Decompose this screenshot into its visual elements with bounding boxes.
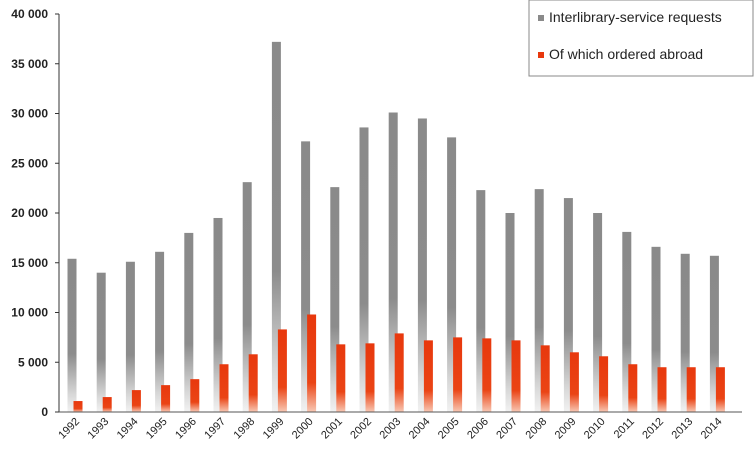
bar-abroad <box>277 329 287 412</box>
y-tick-label: 5 000 <box>18 355 48 369</box>
bar-abroad <box>248 354 258 412</box>
x-tick-label: 2004 <box>407 416 433 442</box>
x-tick-label: 2000 <box>290 416 316 442</box>
y-tick-label: 25 000 <box>11 156 48 170</box>
bars <box>67 41 725 413</box>
bar-requests <box>213 217 223 412</box>
bar-abroad <box>219 364 229 412</box>
bar-requests <box>184 232 194 412</box>
bar-requests <box>330 187 340 412</box>
y-tick-label: 15 000 <box>11 256 48 270</box>
x-axis: 1992 1993 1994 1995 1996 1997 1998 1999 2000 2001… <box>56 411 742 442</box>
bar-requests <box>505 213 515 412</box>
x-tick-label: 2002 <box>348 416 374 442</box>
bar-abroad <box>161 385 171 412</box>
y-axis: 0 5 000 10 000 15 000 20 000 25 000 30 000 35 0… <box>11 7 60 419</box>
bar-abroad <box>628 364 638 412</box>
bar-abroad <box>131 390 141 412</box>
x-tick-label: 2013 <box>670 416 696 442</box>
legend-swatch-abroad <box>538 52 544 58</box>
legend-label-requests: Interlibrary-service requests <box>549 9 722 25</box>
y-tick-label: 10 000 <box>11 306 48 320</box>
x-tick-label: 1995 <box>144 416 170 442</box>
bar-requests <box>417 118 427 412</box>
bar-abroad <box>102 397 112 412</box>
bar-requests <box>388 112 398 412</box>
x-tick-label: 2003 <box>378 416 404 442</box>
bar-requests <box>622 231 632 412</box>
x-tick-label: 1997 <box>202 416 228 442</box>
x-tick-label: 1993 <box>86 416 112 442</box>
legend: Interlibrary-service requests Of which o… <box>528 0 754 77</box>
x-tick-label: 2011 <box>612 416 637 441</box>
x-tick-label: 2014 <box>699 416 725 442</box>
bar-abroad <box>657 367 667 412</box>
bar-abroad <box>453 337 463 412</box>
bar-requests <box>359 127 369 413</box>
bar-abroad <box>307 314 317 412</box>
bar-abroad <box>365 343 375 412</box>
bar-requests <box>242 182 252 412</box>
x-tick-label: 2012 <box>640 416 666 442</box>
bar-abroad <box>190 379 200 412</box>
x-tick-label: 2007 <box>494 416 520 442</box>
bar-abroad <box>511 340 521 412</box>
bar-requests <box>271 41 281 413</box>
bar-abroad <box>482 338 492 412</box>
x-tick-label: 1994 <box>115 416 141 442</box>
bar-requests <box>96 272 106 412</box>
bar-requests <box>447 137 457 412</box>
bar-requests <box>563 198 573 412</box>
bar-abroad <box>686 367 696 412</box>
legend-label-abroad: Of which ordered abroad <box>549 46 703 62</box>
bar-abroad <box>599 356 609 412</box>
x-tick-label: 1996 <box>173 416 199 442</box>
x-tick-label: 1998 <box>232 416 258 442</box>
legend-box <box>528 0 754 77</box>
bar-abroad <box>73 401 83 412</box>
x-tick-label: 2006 <box>465 416 491 442</box>
x-tick-label: 2010 <box>582 416 608 442</box>
bar-requests <box>593 213 603 412</box>
bar-requests <box>155 251 165 412</box>
bar-requests <box>680 253 690 412</box>
bar-abroad <box>423 340 433 412</box>
bar-abroad <box>336 344 346 412</box>
x-tick-label: 2008 <box>524 416 550 442</box>
y-tick-label: 0 <box>41 405 48 419</box>
bar-requests <box>651 246 661 412</box>
bar-requests <box>125 261 135 412</box>
bar-abroad <box>394 333 404 412</box>
y-tick-label: 20 000 <box>11 206 48 220</box>
bar-requests <box>476 190 486 412</box>
x-tick-label: 1999 <box>261 416 287 442</box>
x-tick-label: 1992 <box>56 416 82 442</box>
bar-abroad <box>715 367 725 412</box>
bar-requests <box>301 141 311 413</box>
x-tick-label: 2009 <box>553 416 579 442</box>
y-tick-label: 40 000 <box>11 7 48 21</box>
bar-requests <box>534 189 544 412</box>
bar-abroad <box>540 345 550 412</box>
y-tick-label: 30 000 <box>11 107 48 121</box>
x-tick-label: 2005 <box>436 416 462 442</box>
x-tick-label: 2001 <box>319 416 345 442</box>
y-tick-label: 35 000 <box>11 57 48 71</box>
legend-swatch-requests <box>538 15 544 21</box>
bar-abroad <box>569 352 579 412</box>
bar-requests <box>67 258 77 412</box>
bar-requests <box>709 255 719 412</box>
